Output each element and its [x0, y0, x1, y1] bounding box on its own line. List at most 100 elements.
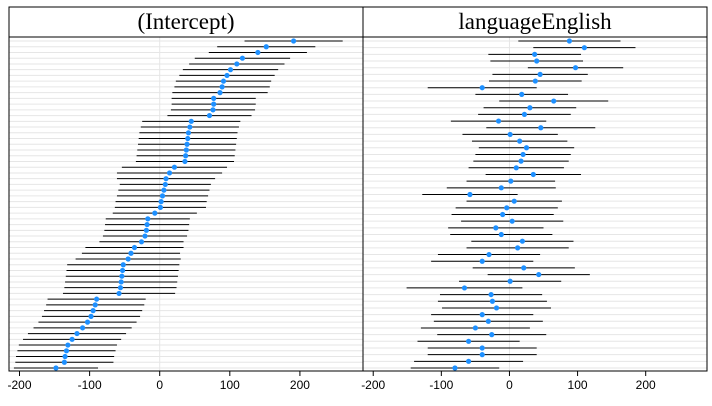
estimate-point [507, 131, 513, 138]
strip-background [362, 6, 708, 38]
estimate-point [143, 227, 149, 233]
strip-title: languageEnglish [458, 9, 612, 34]
estimate-point [183, 153, 189, 159]
estimate-point [255, 49, 261, 56]
estimate-point [509, 218, 515, 224]
estimate-point [532, 51, 538, 57]
estimate-point [479, 258, 485, 264]
estimate-point [163, 176, 169, 182]
estimate-point [263, 44, 269, 50]
estimate-point [217, 90, 223, 96]
estimate-point [498, 231, 504, 238]
estimate-point [185, 130, 192, 136]
estimate-point [489, 298, 496, 304]
estimate-point [188, 118, 194, 124]
estimate-point [485, 318, 491, 324]
estimate-point [479, 352, 485, 358]
panel-border [362, 36, 708, 372]
estimate-point [53, 365, 59, 371]
estimate-point [521, 111, 528, 118]
estimate-point [465, 358, 472, 364]
estimate-point [211, 101, 217, 107]
estimate-point [291, 38, 297, 44]
estimate-point [479, 85, 485, 91]
estimate-point [128, 250, 134, 256]
estimate-point [211, 95, 217, 101]
estimate-point [88, 313, 94, 319]
estimate-point [489, 332, 495, 338]
estimate-point [461, 285, 468, 291]
estimate-point [69, 336, 75, 342]
estimate-point [142, 233, 148, 239]
estimate-point [493, 225, 499, 231]
estimate-point [239, 55, 246, 61]
estimate-point [119, 273, 125, 279]
plot-background [363, 37, 707, 371]
estimate-point [120, 262, 126, 268]
estimate-point [532, 78, 538, 84]
estimate-point [94, 296, 100, 302]
estimate-point [486, 251, 492, 258]
estimate-point [183, 147, 189, 153]
estimate-point [182, 158, 188, 165]
estimate-point [224, 72, 230, 79]
estimate-point [152, 210, 158, 216]
estimate-point [566, 38, 573, 44]
x-tick-label: 200 [290, 378, 310, 392]
strip-title: (Intercept) [137, 9, 234, 34]
estimate-point [519, 238, 525, 244]
estimate-point [131, 244, 138, 251]
estimate-point [125, 256, 131, 262]
panel-1: (Intercept) -200 -100 0 100 200 [7, 6, 364, 392]
estimate-point [220, 78, 227, 84]
estimate-point [519, 91, 525, 97]
estimate-point [479, 312, 485, 318]
estimate-point [479, 345, 485, 351]
estimate-point [498, 185, 504, 191]
x-tick-label: -100 [78, 378, 102, 392]
x-tick-label: 200 [636, 378, 656, 392]
estimate-point [166, 170, 173, 176]
estimate-point [61, 359, 67, 365]
estimate-point [518, 158, 524, 164]
estimate-point [74, 330, 80, 337]
estimate-point [219, 84, 225, 90]
estimate-point [65, 342, 71, 348]
x-tick-label: -100 [429, 378, 453, 392]
x-tick-label: -200 [361, 378, 385, 392]
estimate-point [185, 135, 191, 142]
estimate-point [508, 178, 514, 184]
estimate-point [521, 265, 527, 271]
estimate-point [472, 325, 478, 331]
estimate-point [161, 187, 167, 193]
estimate-point [145, 216, 151, 222]
estimate-point [80, 325, 86, 331]
estimate-point [465, 338, 472, 344]
estimate-point [467, 191, 473, 198]
estimate-point [184, 141, 190, 147]
estimate-point [504, 205, 510, 211]
estimate-point [234, 61, 240, 67]
estimate-point [187, 124, 193, 130]
x-tick-label: 100 [220, 378, 240, 392]
estimate-point [63, 348, 70, 354]
x-tick-label: 100 [568, 378, 588, 392]
estimate-point [158, 199, 164, 205]
estimate-point [517, 138, 523, 144]
estimate-point [537, 71, 543, 77]
estimate-point [511, 198, 517, 204]
estimate-point [92, 302, 98, 308]
estimate-point [536, 271, 542, 278]
estimate-point [206, 112, 213, 119]
estimate-point [227, 67, 234, 73]
estimate-point [513, 165, 519, 171]
estimate-point [572, 65, 579, 71]
estimate-point [162, 181, 168, 188]
estimate-point [538, 125, 544, 131]
estimate-point [530, 171, 536, 178]
estimate-point [159, 193, 166, 199]
estimate-point [117, 285, 124, 291]
estimate-point [138, 239, 145, 245]
